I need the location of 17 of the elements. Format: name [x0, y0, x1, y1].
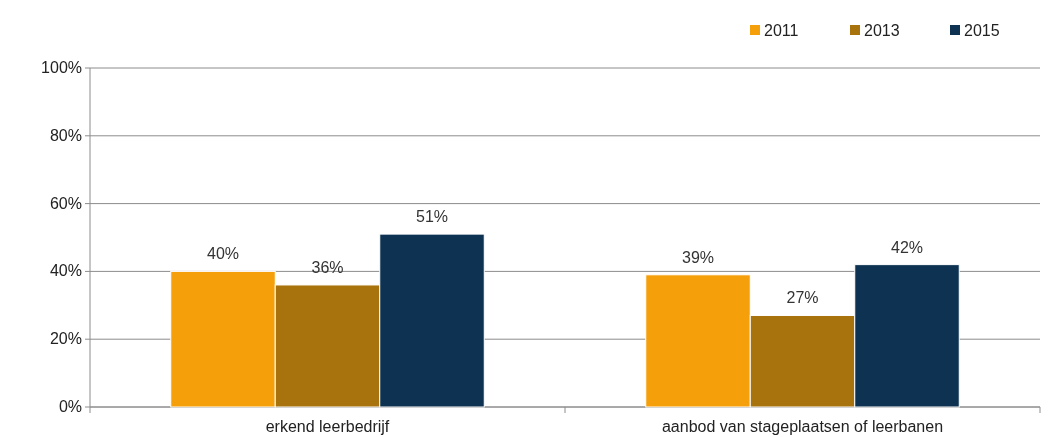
y-tick-label: 100% — [41, 59, 82, 76]
y-tick-label: 40% — [49, 262, 82, 280]
data-label: 27% — [786, 289, 819, 307]
y-tick-label: 0% — [58, 398, 82, 415]
legend-label: 2013 — [864, 22, 900, 39]
legend-label: 2011 — [764, 22, 799, 39]
data-label: 39% — [681, 248, 715, 266]
legend-label: 2015 — [964, 22, 1000, 39]
data-label: 51% — [415, 208, 449, 226]
y-tick-label: 60% — [49, 194, 82, 212]
x-tick-label: aanbod van stageplaatsen of leerbanen — [661, 418, 944, 435]
y-tick-label: 80% — [49, 126, 82, 144]
data-label: 36% — [311, 258, 344, 276]
y-tick-label: 20% — [49, 330, 82, 348]
data-label: 40% — [206, 245, 240, 263]
data-label: 42% — [890, 238, 924, 256]
x-tick-label: erkend leerbedrijf — [265, 418, 390, 435]
